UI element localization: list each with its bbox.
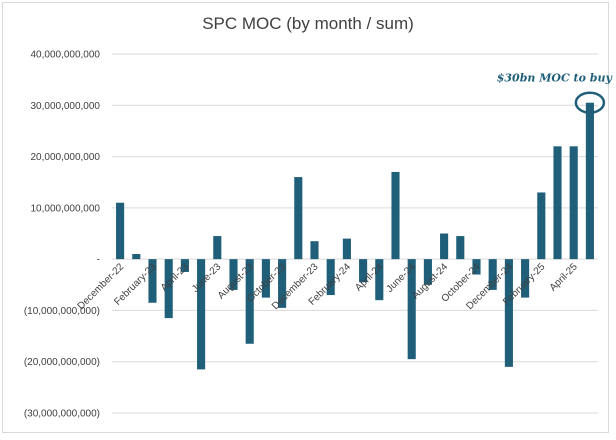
y-tick-label: 30,000,000,000: [30, 101, 100, 112]
bars: [116, 102, 594, 370]
bar: [537, 192, 546, 260]
y-tick-label: (10,000,000,000): [24, 306, 100, 317]
bar: [359, 259, 368, 283]
bar: [407, 259, 416, 360]
highlight-circle: [574, 91, 606, 114]
bar: [148, 259, 157, 303]
y-tick-label: (30,000,000,000): [24, 409, 100, 420]
bar: [197, 259, 206, 370]
bar: [278, 259, 287, 308]
bar: [326, 259, 335, 296]
x-tick-label: April-25: [548, 261, 580, 293]
bar: [132, 254, 141, 260]
x-tick-label: April-23: [159, 261, 191, 293]
bar: [504, 259, 513, 367]
bar: [488, 259, 497, 290]
bar: [521, 259, 530, 298]
bar: [116, 202, 125, 260]
bar: [164, 259, 173, 319]
annotation-label: $30bn MOC to buy: [497, 72, 614, 85]
bar: [585, 102, 594, 260]
annotation: $30bn MOC to buy: [497, 72, 614, 114]
y-tick-label: 10,000,000,000: [30, 203, 100, 214]
gridlines: [112, 53, 598, 414]
bar: [440, 233, 449, 260]
y-tick-label: -: [97, 255, 100, 266]
bar: [229, 259, 238, 290]
bar: [245, 259, 254, 344]
y-tick-label: 40,000,000,000: [30, 50, 100, 61]
bar: [569, 146, 578, 260]
bar: [391, 171, 400, 260]
bar: [213, 236, 222, 260]
bar: [310, 241, 319, 260]
bar: [294, 177, 303, 260]
y-tick-label: 20,000,000,000: [30, 152, 100, 163]
bar: [472, 259, 481, 275]
bar: [423, 259, 432, 285]
chart-title: SPC MOC (by month / sum): [202, 14, 414, 33]
bar: [456, 236, 465, 260]
y-axis-ticks: 40,000,000,000 30,000,000,000 20,000,000,0…: [24, 50, 101, 420]
bar: [180, 259, 189, 272]
bar: [342, 238, 351, 260]
bar: [553, 146, 562, 260]
bar: [261, 259, 270, 298]
y-tick-label: (20,000,000,000): [24, 357, 100, 368]
bar: [375, 259, 384, 301]
